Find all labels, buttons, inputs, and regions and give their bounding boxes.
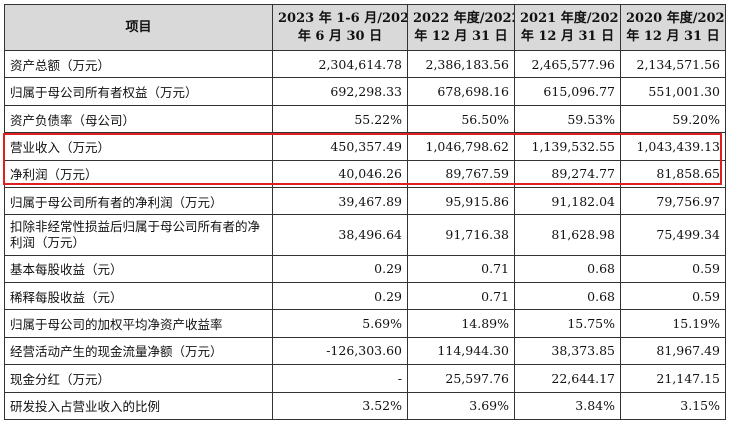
table-header-row: 项目 2023 年 1-6 月/2023 年 6 月 30 日 2022 年度/… [4, 4, 726, 51]
row-label: 归属于母公司所有者的净利润（万元） [4, 187, 273, 216]
row-label: 基本每股收益（元） [4, 254, 273, 283]
cell-value: 3.84% [514, 391, 621, 421]
header-col-2023h1: 2023 年 1-6 月/2023 年 6 月 30 日 [272, 4, 408, 51]
row-label: 资产总额（万元） [4, 49, 273, 79]
cell-value: 3.52% [272, 391, 408, 421]
cell-value: -126,303.60 [272, 336, 408, 366]
table-row: 资产总额（万元） 2,304,614.78 2,386,183.56 2,465… [4, 49, 726, 79]
cell-value: 56.50% [407, 104, 515, 134]
cell-value: 21,147.15 [620, 364, 726, 393]
row-label: 稀释每股收益（元） [4, 281, 273, 311]
cell-value: 5.69% [272, 309, 408, 338]
cell-value: 692,298.33 [272, 77, 408, 106]
cell-value: 0.71 [407, 281, 515, 311]
cell-value: 2,386,183.56 [407, 49, 515, 79]
table-row: 归属于母公司所有者权益（万元） 692,298.33 678,698.16 61… [4, 77, 726, 106]
cell-value: 114,944.30 [407, 336, 515, 366]
header-col-2023h1-line1: 2023 年 1-6 月/2023 [278, 10, 408, 26]
header-col-2020-line2: 年 12 月 31 日 [626, 28, 720, 44]
cell-value: 91,182.04 [514, 187, 621, 216]
cell-value: 25,597.76 [407, 364, 515, 393]
row-label: 经营活动产生的现金流量净额（万元） [4, 336, 273, 366]
table-row: 扣除非经常性损益后归属于母公司所有者的净利润（万元） 38,496.64 91,… [4, 214, 726, 256]
cell-value: 0.29 [272, 254, 408, 283]
table-row: 基本每股收益（元） 0.29 0.71 0.68 0.59 [4, 254, 726, 283]
header-col-2022-line2: 年 12 月 31 日 [414, 28, 508, 44]
cell-value: 59.53% [514, 104, 621, 134]
cell-value: 1,139,532.55 [514, 132, 621, 161]
cell-value: 38,373.85 [514, 336, 621, 366]
cell-value: 3.15% [620, 391, 726, 421]
table-row: 稀释每股收益（元） 0.29 0.71 0.68 0.59 [4, 281, 726, 311]
header-col-2022-line1: 2022 年度/2022 [413, 10, 515, 26]
table-row: 现金分红（万元） - 25,597.76 22,644.17 21,147.15 [4, 364, 726, 393]
cell-value: 0.68 [514, 254, 621, 283]
header-col-2023h1-line2: 年 6 月 30 日 [297, 28, 383, 44]
cell-value: 15.19% [620, 309, 726, 338]
cell-value: 2,304,614.78 [272, 49, 408, 79]
row-label: 营业收入（万元） [4, 132, 273, 161]
table-row-net-profit: 净利润（万元） 40,046.26 89,767.59 89,274.77 81… [4, 159, 726, 189]
table-row: 归属于母公司所有者的净利润（万元） 39,467.89 95,915.86 91… [4, 187, 726, 216]
cell-value: 1,043,439.13 [620, 132, 726, 161]
cell-value: 89,767.59 [407, 159, 515, 189]
cell-value: 615,096.77 [514, 77, 621, 106]
row-label: 研发投入占营业收入的比例 [4, 391, 273, 421]
table-row-revenue: 营业收入（万元） 450,357.49 1,046,798.62 1,139,5… [4, 132, 726, 161]
cell-value: 40,046.26 [272, 159, 408, 189]
table-row: 归属于母公司的加权平均净资产收益率 5.69% 14.89% 15.75% 15… [4, 309, 726, 338]
cell-value: 0.59 [620, 281, 726, 311]
cell-value: 15.75% [514, 309, 621, 338]
cell-value: 678,698.16 [407, 77, 515, 106]
cell-value: 551,001.30 [620, 77, 726, 106]
row-label: 归属于母公司的加权平均净资产收益率 [4, 309, 273, 338]
cell-value: 0.71 [407, 254, 515, 283]
cell-value: 81,967.49 [620, 336, 726, 366]
cell-value: 3.69% [407, 391, 515, 421]
row-label: 归属于母公司所有者权益（万元） [4, 77, 273, 106]
header-col-2021-line2: 年 12 月 31 日 [520, 28, 615, 44]
cell-value: 59.20% [620, 104, 726, 134]
row-label: 净利润（万元） [4, 159, 273, 189]
financial-data-table: 项目 2023 年 1-6 月/2023 年 6 月 30 日 2022 年度/… [4, 4, 726, 421]
cell-value: 2,465,577.96 [514, 49, 621, 79]
cell-value: 0.68 [514, 281, 621, 311]
row-label: 现金分红（万元） [4, 364, 273, 393]
cell-value: 0.29 [272, 281, 408, 311]
cell-value: 0.59 [620, 254, 726, 283]
row-label: 扣除非经常性损益后归属于母公司所有者的净利润（万元） [4, 214, 273, 256]
cell-value: 79,756.97 [620, 187, 726, 216]
table-row: 资产负债率（母公司） 55.22% 56.50% 59.53% 59.20% [4, 104, 726, 134]
header-item: 项目 [4, 4, 273, 51]
header-col-2021: 2021 年度/2021 年 12 月 31 日 [514, 4, 621, 51]
header-col-2020: 2020 年度/2020 年 12 月 31 日 [620, 4, 726, 51]
cell-value: 91,716.38 [407, 214, 515, 256]
cell-value: 55.22% [272, 104, 408, 134]
cell-value: 14.89% [407, 309, 515, 338]
cell-value: 38,496.64 [272, 214, 408, 256]
cell-value: 95,915.86 [407, 187, 515, 216]
cell-value: 89,274.77 [514, 159, 621, 189]
cell-value: 1,046,798.62 [407, 132, 515, 161]
cell-value: 39,467.89 [272, 187, 408, 216]
header-col-2022: 2022 年度/2022 年 12 月 31 日 [407, 4, 515, 51]
cell-value: 81,628.98 [514, 214, 621, 256]
cell-value: 22,644.17 [514, 364, 621, 393]
header-col-2020-line1: 2020 年度/2020 [626, 10, 726, 26]
cell-value: - [272, 364, 408, 393]
cell-value: 75,499.34 [620, 214, 726, 256]
cell-value: 81,858.65 [620, 159, 726, 189]
row-label: 资产负债率（母公司） [4, 104, 273, 134]
cell-value: 450,357.49 [272, 132, 408, 161]
header-col-2021-line1: 2021 年度/2021 [520, 10, 621, 26]
table-row: 经营活动产生的现金流量净额（万元） -126,303.60 114,944.30… [4, 336, 726, 366]
table-row: 研发投入占营业收入的比例 3.52% 3.69% 3.84% 3.15% [4, 391, 726, 421]
cell-value: 2,134,571.56 [620, 49, 726, 79]
